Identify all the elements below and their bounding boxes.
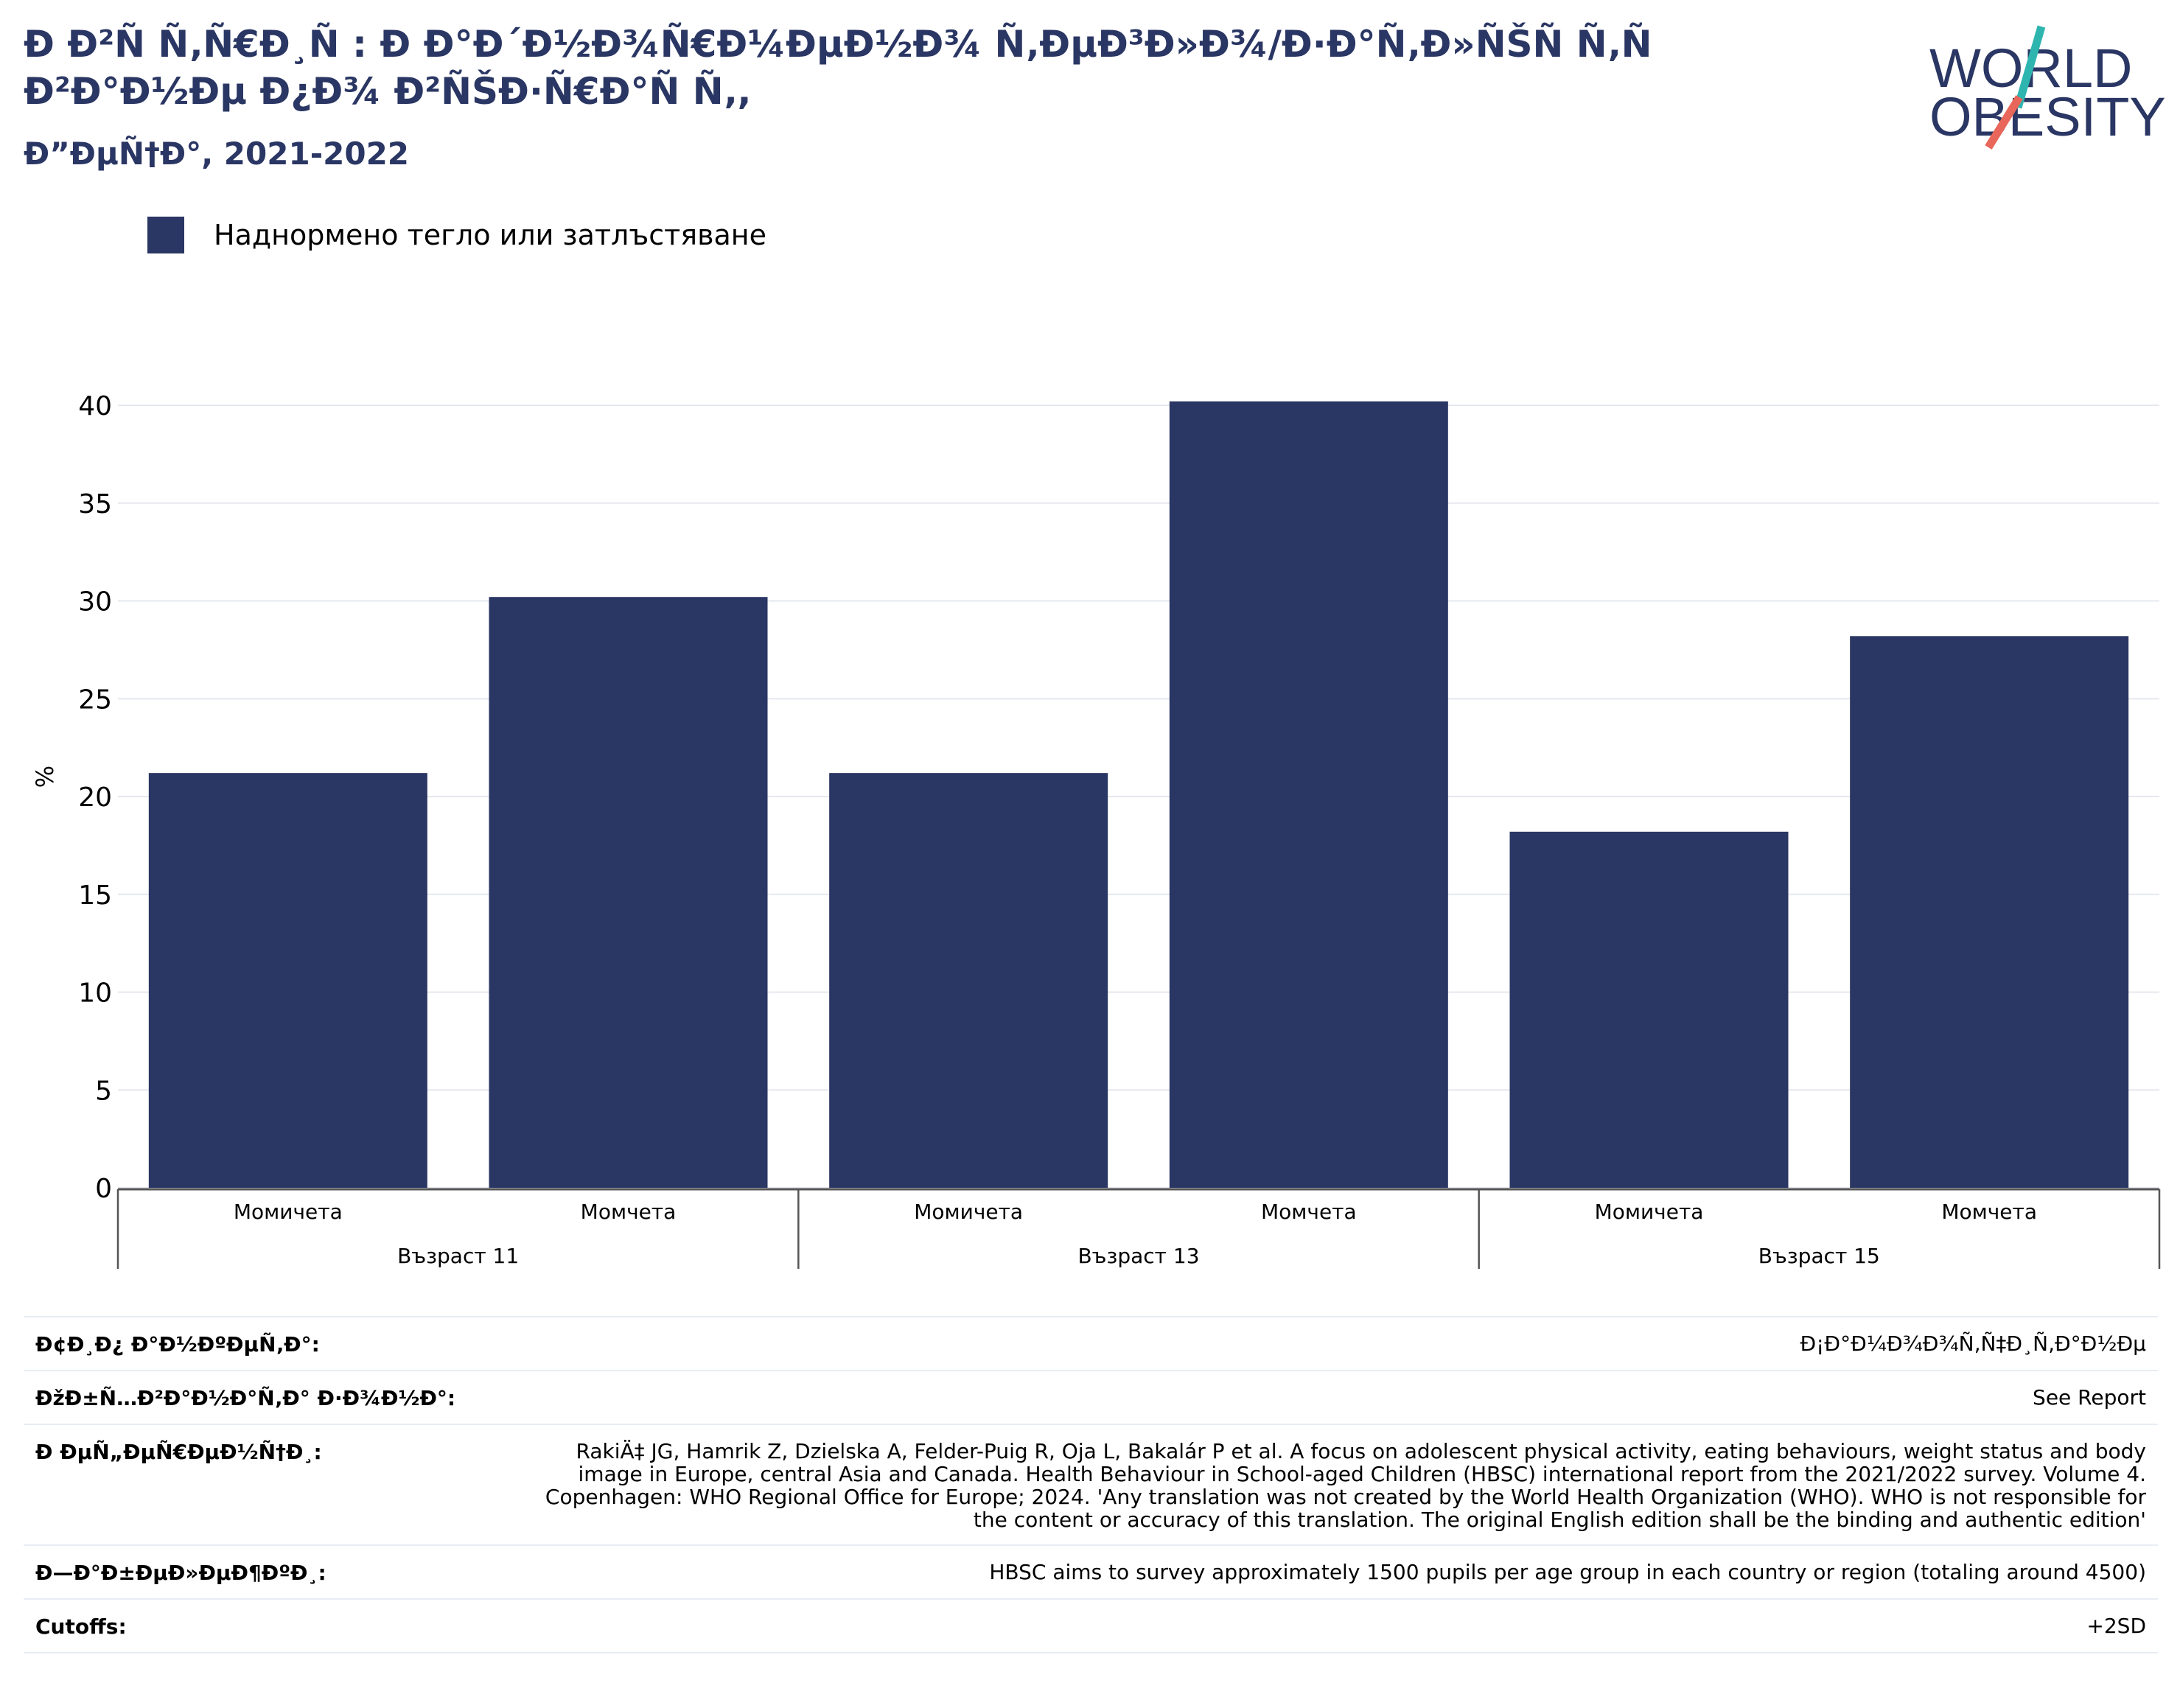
metadata-value: HBSC aims to survey approximately 1500 p…	[989, 1560, 2146, 1584]
chart-title: Ð Ð²Ñ Ñ‚Ñ€Ð¸Ñ : Ð Ð°Ð´Ð½Ð¾Ñ€Ð¼ÐµÐ½Ð¾ Ñ‚Ð…	[24, 23, 1652, 113]
legend: Наднормено тегло или затлъстяване	[147, 217, 766, 253]
metadata-value: See Report	[2033, 1385, 2146, 1410]
x-category-label: Момчета	[1941, 1200, 2037, 1224]
y-tick-label: 10	[78, 979, 112, 1009]
bar	[829, 773, 1108, 1188]
x-group-label: Възраст 13	[1077, 1244, 1199, 1268]
y-tick-label: 20	[78, 783, 112, 813]
bar	[1850, 636, 2129, 1188]
y-tick-label: 30	[78, 587, 112, 617]
metadata-label: Ð ÐµÑ„ÐµÑ€ÐµÐ½Ñ†Ð¸:	[35, 1440, 322, 1464]
metadata-row: Ð—Ð°Ð±ÐµÐ»ÐµÐ¶ÐºÐ¸: HBSC aims to survey a…	[24, 1544, 2158, 1598]
y-tick-label: 25	[78, 685, 112, 715]
logo-slash-teal	[2013, 25, 2046, 109]
bar	[1509, 831, 1789, 1188]
bar	[1169, 401, 1448, 1189]
bar	[148, 773, 427, 1188]
y-tick-label: 40	[78, 391, 112, 421]
metadata-table: Ð¢Ð¸Ð¿ Ð°Ð½ÐºÐµÑ‚Ð°: Ð¡Ð°Ð¼Ð¾Ð¾Ñ‚Ñ‡Ð¸Ñ‚Ð°…	[24, 1316, 2158, 1653]
metadata-value: RakiÄ‡ JG, Hamrik Z, Dzielska A, Felder-…	[545, 1439, 2146, 1532]
legend-swatch	[147, 217, 184, 253]
y-axis-label: %	[31, 766, 59, 788]
y-tick-label: 15	[78, 881, 112, 911]
bar	[489, 597, 768, 1188]
y-tick-label: 35	[78, 489, 112, 519]
metadata-value: +2SD	[2086, 1614, 2146, 1638]
x-category-label: Момчета	[581, 1200, 677, 1224]
y-tick-label: 0	[95, 1174, 112, 1204]
metadata-row: ÐžÐ±Ñ…Ð²Ð°Ð½Ð°Ñ‚Ð° Ð·Ð¾Ð½Ð°: See Report	[24, 1370, 2158, 1424]
metadata-value: Ð¡Ð°Ð¼Ð¾Ð¾Ñ‚Ñ‡Ð¸Ñ‚Ð°Ð½Ðµ	[1800, 1331, 2146, 1356]
metadata-label: Ð—Ð°Ð±ÐµÐ»ÐµÐ¶ÐºÐ¸:	[35, 1561, 326, 1585]
logo-line-2: OBESITY	[1929, 86, 2166, 147]
y-tick-label: 5	[95, 1076, 112, 1106]
legend-label: Наднормено тегло или затлъстяване	[214, 219, 766, 251]
chart-subtitle: Ð”ÐµÑ†Ð°, 2021-2022	[24, 136, 410, 172]
world-obesity-logo: WORLD OBESITY	[1929, 25, 2166, 150]
metadata-label: Ð¢Ð¸Ð¿ Ð°Ð½ÐºÐµÑ‚Ð°:	[35, 1332, 320, 1357]
x-group-label: Възраст 15	[1758, 1244, 1880, 1268]
metadata-row: Ð¢Ð¸Ð¿ Ð°Ð½ÐºÐµÑ‚Ð°: Ð¡Ð°Ð¼Ð¾Ð¾Ñ‚Ñ‡Ð¸Ñ‚Ð°…	[24, 1316, 2158, 1370]
x-category-label: Момичета	[234, 1200, 343, 1224]
x-category-label: Момичета	[914, 1200, 1023, 1224]
metadata-label: ÐžÐ±Ñ…Ð²Ð°Ð½Ð°Ñ‚Ð° Ð·Ð¾Ð½Ð°:	[35, 1386, 456, 1410]
bar-chart: 0 5 10 15 20 25 30 35 40% Момичета Момчета Момичета…	[31, 391, 2161, 1269]
metadata-row: Cutoffs: +2SD	[24, 1598, 2158, 1653]
logo-slash-coral	[1985, 95, 2023, 150]
metadata-row: Ð ÐµÑ„ÐµÑ€ÐµÐ½Ñ†Ð¸: RakiÄ‡ JG, Hamrik Z, …	[24, 1424, 2158, 1544]
metadata-label: Cutoffs:	[35, 1614, 127, 1639]
x-group-label: Възраст 11	[397, 1244, 519, 1268]
x-category-label: Момчета	[1261, 1200, 1357, 1224]
x-category-label: Момичета	[1595, 1200, 1704, 1224]
